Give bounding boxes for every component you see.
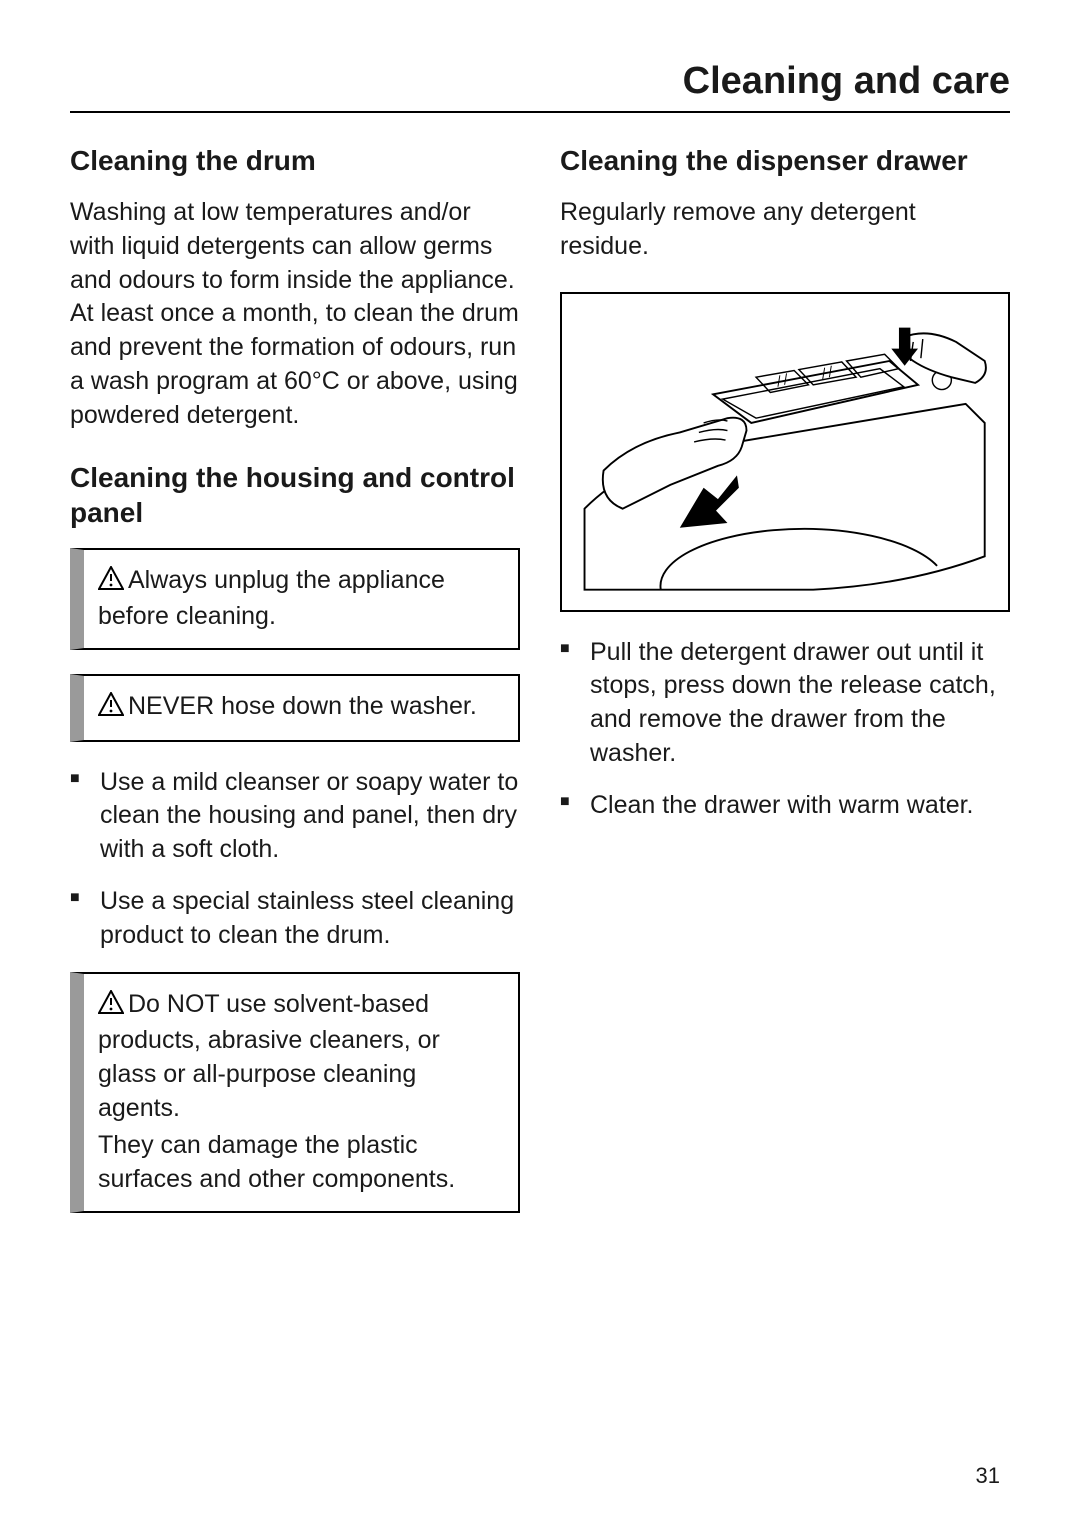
bullet-list-housing: Use a mild cleanser or soapy water to cl… xyxy=(70,766,520,953)
list-item: Clean the drawer with warm water. xyxy=(560,789,1010,823)
warning-text: Always unplug the appliance before clean… xyxy=(98,566,445,630)
drawer-illustration-svg xyxy=(575,303,994,600)
warning-solvents: Do NOT use solvent-based products, abras… xyxy=(70,972,520,1213)
paragraph-dispenser: Regularly remove any detergent residue. xyxy=(560,196,1010,264)
bullet-list-dispenser: Pull the detergent drawer out until it s… xyxy=(560,636,1010,823)
page-number: 31 xyxy=(976,1463,1000,1489)
illustration-drawer-removal xyxy=(560,292,1010,612)
warning-text: NEVER hose down the washer. xyxy=(128,692,477,720)
warning-unplug: Always unplug the appliance before clean… xyxy=(70,548,520,650)
caution-icon xyxy=(98,990,124,1024)
list-item: Pull the detergent drawer out until it s… xyxy=(560,636,1010,771)
caution-icon xyxy=(98,692,124,726)
list-item: Use a mild cleanser or soapy water to cl… xyxy=(70,766,520,867)
warning-text: Do NOT use solvent-based products, abras… xyxy=(98,990,440,1121)
warning-hose: NEVER hose down the washer. xyxy=(70,674,520,742)
heading-housing-panel: Cleaning the housing and control panel xyxy=(70,460,520,530)
left-column: Cleaning the drum Washing at low tempera… xyxy=(70,143,520,1237)
two-column-layout: Cleaning the drum Washing at low tempera… xyxy=(70,143,1010,1237)
right-column: Cleaning the dispenser drawer Regularly … xyxy=(560,143,1010,1237)
manual-page: Cleaning and care Cleaning the drum Wash… xyxy=(0,0,1080,1529)
page-title: Cleaning and care xyxy=(70,60,1010,113)
heading-dispenser-drawer: Cleaning the dispenser drawer xyxy=(560,143,1010,178)
list-item: Use a special stainless steel cleaning p… xyxy=(70,885,520,953)
caution-icon xyxy=(98,566,124,600)
warning-text-followup: They can damage the plastic surfaces and… xyxy=(98,1129,500,1197)
heading-cleaning-drum: Cleaning the drum xyxy=(70,143,520,178)
paragraph-cleaning-drum: Washing at low temperatures and/or with … xyxy=(70,196,520,432)
